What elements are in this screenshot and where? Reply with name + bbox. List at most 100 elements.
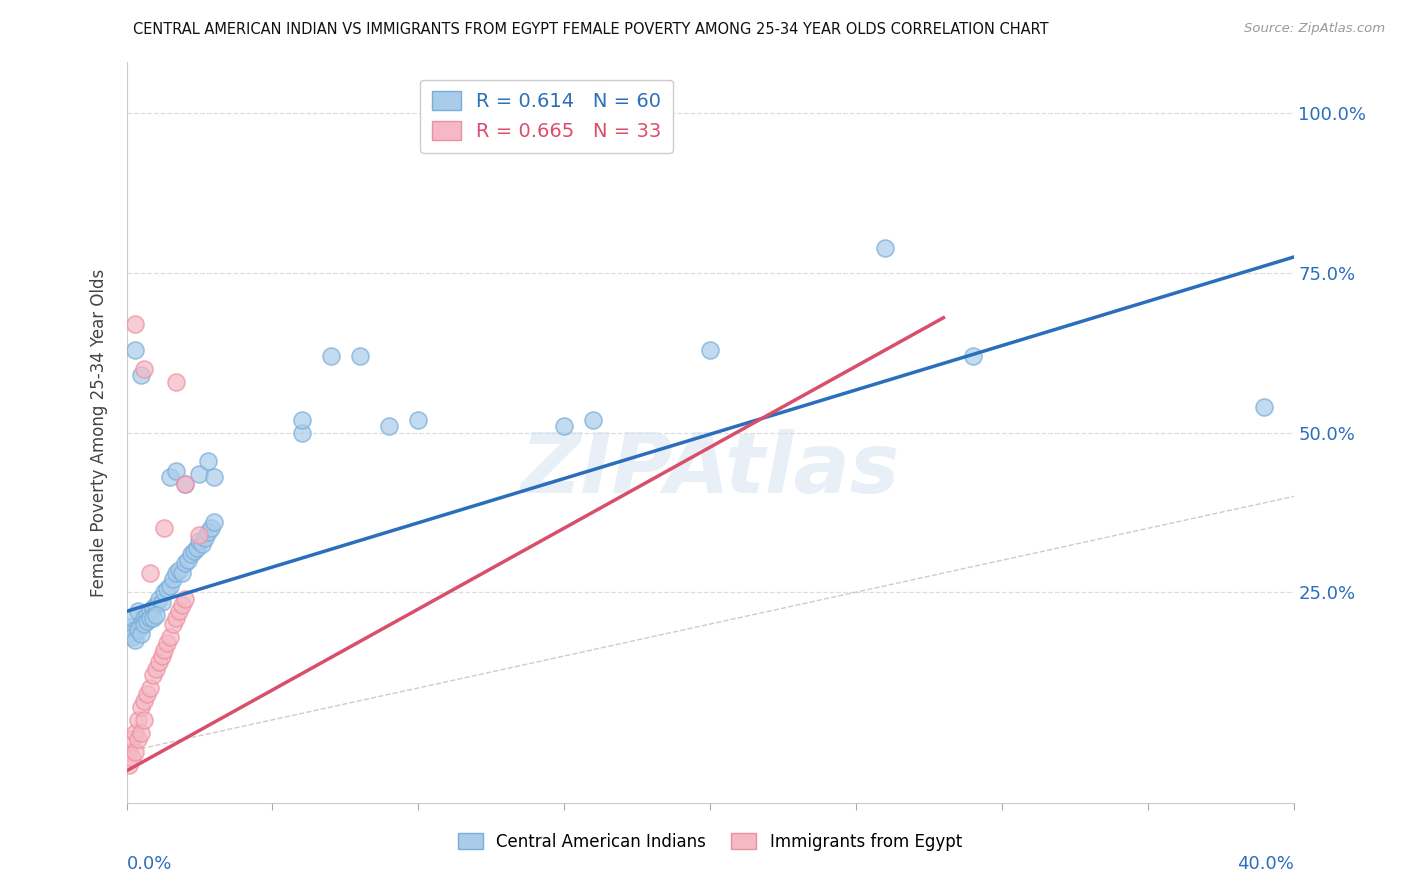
Point	[174, 557, 197, 571]
Point	[202, 515, 225, 529]
Point	[127, 713, 149, 727]
Point	[875, 240, 897, 255]
Text: 0.0%: 0.0%	[127, 855, 172, 872]
Point	[165, 464, 187, 478]
Point	[167, 604, 190, 618]
Point	[129, 617, 152, 632]
Point	[165, 375, 187, 389]
Point	[1253, 400, 1275, 414]
Point	[118, 626, 141, 640]
Point	[553, 419, 575, 434]
Point	[136, 687, 159, 701]
Point	[142, 601, 165, 615]
Point	[153, 585, 176, 599]
Point	[165, 611, 187, 625]
Point	[174, 476, 197, 491]
Point	[118, 745, 141, 759]
Point	[290, 425, 312, 440]
Point	[150, 595, 173, 609]
Point	[200, 521, 222, 535]
Point	[118, 620, 141, 634]
Point	[153, 642, 176, 657]
Point	[124, 343, 146, 357]
Point	[159, 579, 181, 593]
Legend: Central American Indians, Immigrants from Egypt: Central American Indians, Immigrants fro…	[451, 826, 969, 857]
Point	[129, 368, 152, 383]
Point	[127, 731, 149, 746]
Point	[145, 662, 167, 676]
Point	[132, 611, 155, 625]
Point	[148, 656, 170, 670]
Point	[142, 611, 165, 625]
Point	[124, 317, 146, 331]
Point	[132, 361, 155, 376]
Point	[132, 617, 155, 632]
Point	[124, 745, 146, 759]
Point	[132, 694, 155, 708]
Point	[124, 633, 146, 648]
Point	[124, 725, 146, 739]
Point	[194, 531, 217, 545]
Text: CENTRAL AMERICAN INDIAN VS IMMIGRANTS FROM EGYPT FEMALE POVERTY AMONG 25-34 YEAR: CENTRAL AMERICAN INDIAN VS IMMIGRANTS FR…	[132, 22, 1049, 37]
Point	[186, 541, 208, 555]
Point	[159, 630, 181, 644]
Point	[162, 573, 184, 587]
Text: Source: ZipAtlas.com: Source: ZipAtlas.com	[1244, 22, 1385, 36]
Point	[378, 419, 401, 434]
Point	[319, 349, 342, 363]
Point	[156, 582, 179, 596]
Text: 40.0%: 40.0%	[1237, 855, 1294, 872]
Point	[121, 611, 143, 625]
Point	[165, 566, 187, 580]
Point	[145, 598, 167, 612]
Point	[188, 527, 211, 541]
Point	[129, 725, 152, 739]
Point	[153, 521, 176, 535]
Point	[121, 630, 143, 644]
Point	[127, 604, 149, 618]
Point	[188, 534, 211, 549]
Point	[148, 591, 170, 606]
Point	[202, 470, 225, 484]
Point	[129, 626, 152, 640]
Point	[121, 731, 143, 746]
Point	[174, 591, 197, 606]
Point	[139, 611, 162, 625]
Point	[962, 349, 984, 363]
Point	[408, 413, 430, 427]
Point	[159, 470, 181, 484]
Point	[180, 547, 202, 561]
Point	[183, 543, 205, 558]
Point	[145, 607, 167, 622]
Point	[139, 681, 162, 695]
Point	[290, 413, 312, 427]
Point	[167, 563, 190, 577]
Point	[349, 349, 371, 363]
Point	[197, 454, 219, 468]
Y-axis label: Female Poverty Among 25-34 Year Olds: Female Poverty Among 25-34 Year Olds	[90, 268, 108, 597]
Text: ZIPAtlas: ZIPAtlas	[520, 429, 900, 510]
Point	[582, 413, 605, 427]
Point	[127, 624, 149, 638]
Point	[188, 467, 211, 482]
Point	[132, 713, 155, 727]
Point	[124, 624, 146, 638]
Point	[197, 524, 219, 539]
Point	[170, 598, 193, 612]
Point	[170, 566, 193, 580]
Point	[174, 476, 197, 491]
Point	[142, 668, 165, 682]
Point	[162, 617, 184, 632]
Point	[699, 343, 721, 357]
Point	[139, 566, 162, 580]
Point	[191, 537, 214, 551]
Point	[136, 614, 159, 628]
Point	[136, 607, 159, 622]
Point	[139, 604, 162, 618]
Point	[129, 700, 152, 714]
Point	[121, 751, 143, 765]
Point	[118, 757, 141, 772]
Point	[150, 648, 173, 663]
Point	[177, 553, 200, 567]
Point	[156, 636, 179, 650]
